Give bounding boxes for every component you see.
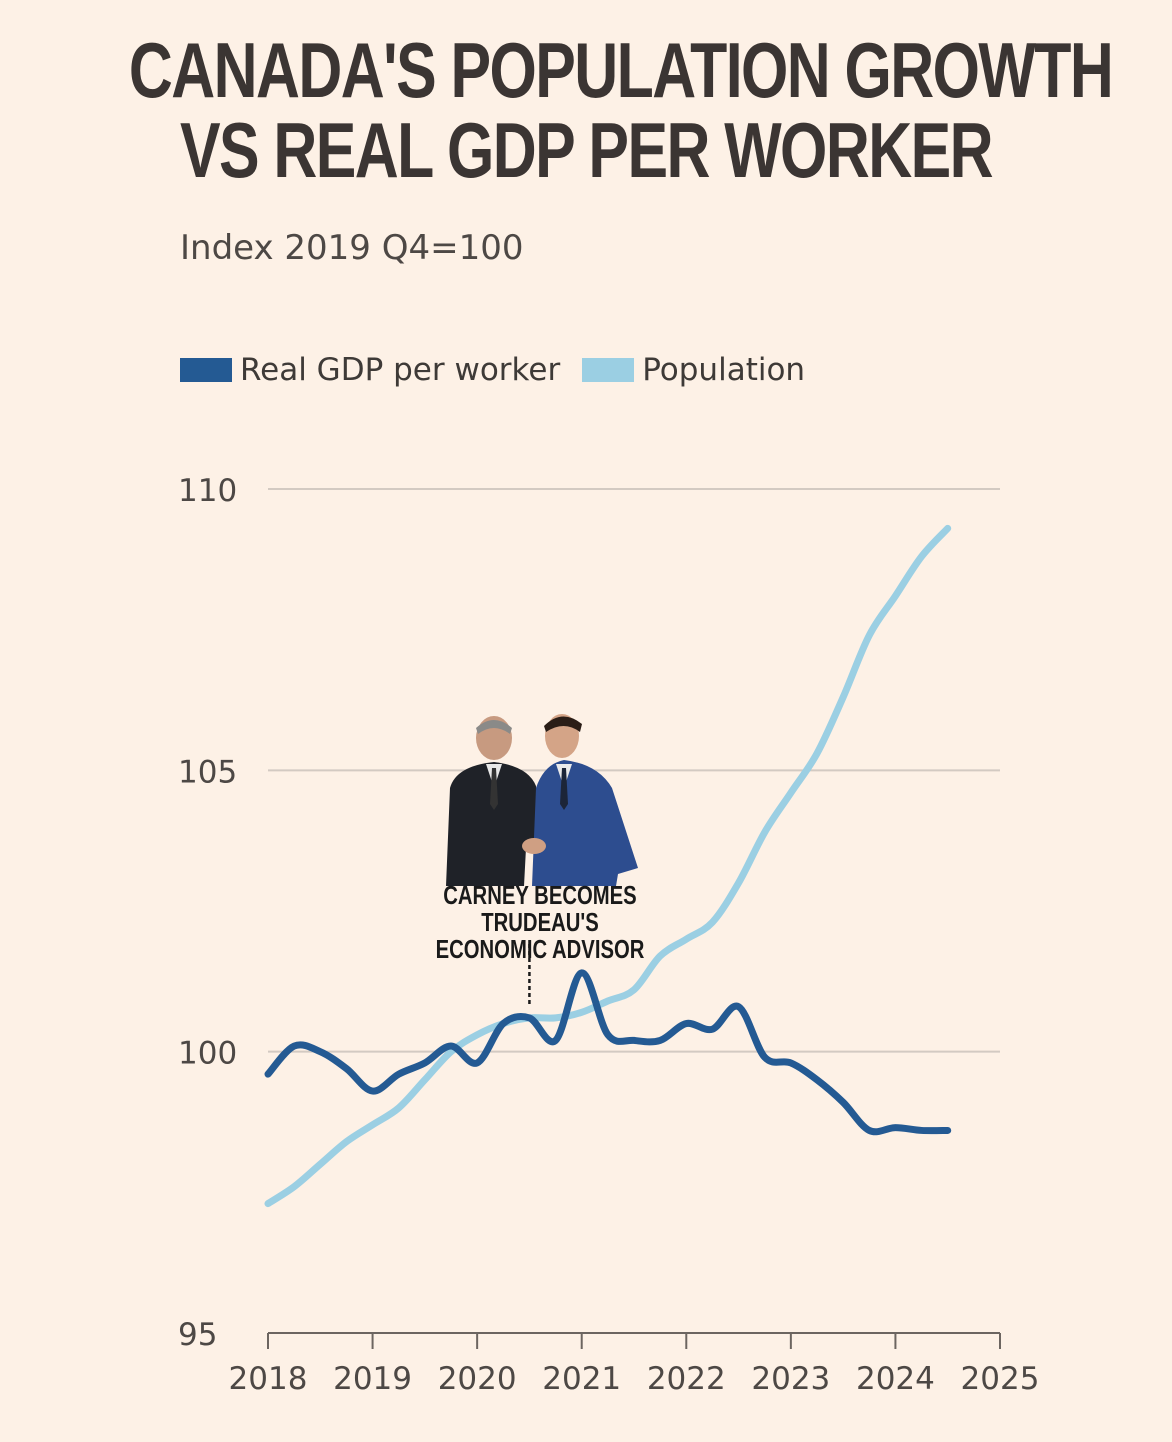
title-line-2: VS REAL GDP PER WORKER <box>180 106 994 194</box>
x-tick-label-2025: 2025 <box>961 1361 1040 1397</box>
title-line-1: CANADA'S POPULATION GROWTH <box>128 26 1114 114</box>
legend-item-population: Population <box>582 352 805 388</box>
legend-label-population: Population <box>642 352 806 388</box>
annotation-label: CARNEY BECOMES TRUDEAU'S ECONOMIC ADVISO… <box>423 882 657 963</box>
chart-subtitle: Index 2019 Q4=100 <box>180 228 524 268</box>
legend-swatch-gdp <box>180 358 232 382</box>
y-tick-label-105: 105 <box>178 754 237 790</box>
y-tick-label-100: 100 <box>178 1036 237 1072</box>
x-tick-label-2024: 2024 <box>856 1361 935 1397</box>
handshake-photo-icon <box>446 714 638 886</box>
series-line-gdp-per-worker <box>264 969 952 1136</box>
legend-label-gdp: Real GDP per worker <box>240 352 561 388</box>
y-tick-label-110: 110 <box>178 473 237 509</box>
x-tick-label-2018: 2018 <box>229 1361 308 1397</box>
x-tick-label-2022: 2022 <box>647 1361 726 1397</box>
annotation-line-2: ECONOMIC ADVISOR <box>435 934 645 964</box>
x-tick-label-2020: 2020 <box>438 1361 517 1397</box>
series-line-population <box>264 524 952 1208</box>
legend-item-gdp: Real GDP per worker <box>180 352 560 388</box>
legend: Real GDP per worker Population <box>180 352 827 388</box>
chart-title: CANADA'S POPULATION GROWTH VS REAL GDP P… <box>128 26 1114 194</box>
legend-swatch-population <box>582 358 635 382</box>
x-tick-label-2021: 2021 <box>542 1361 621 1397</box>
y-tick-label-95: 95 <box>178 1317 217 1353</box>
x-tick-label-2019: 2019 <box>333 1361 412 1397</box>
annotation-line-1: CARNEY BECOMES TRUDEAU'S <box>443 880 637 937</box>
x-tick-label-2023: 2023 <box>751 1361 830 1397</box>
